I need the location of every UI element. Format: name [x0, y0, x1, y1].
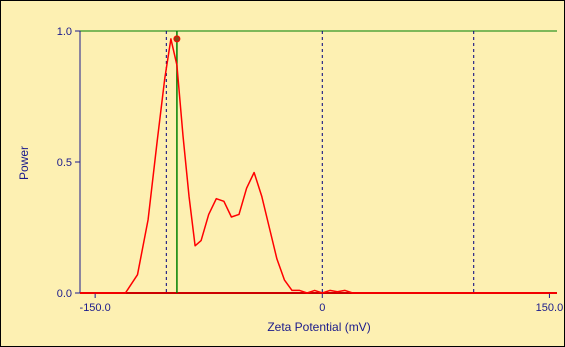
- x-axis-title: Zeta Potential (mV): [267, 320, 370, 334]
- x-tick-label: 150.0: [536, 302, 564, 314]
- series-line: [80, 38, 557, 294]
- chart-marks: 0.0 0.5 1.0 -150.0 0 150.0: [57, 26, 563, 314]
- x-tick-label: -150.0: [80, 302, 111, 314]
- y-tick-label: 0.0: [57, 288, 72, 300]
- peak-marker: [173, 35, 181, 43]
- y-tick-label: 0.5: [57, 157, 72, 169]
- y-tick-label: 1.0: [57, 26, 72, 38]
- x-tick-label: 0: [319, 302, 325, 314]
- y-axis-title: Power: [17, 146, 31, 180]
